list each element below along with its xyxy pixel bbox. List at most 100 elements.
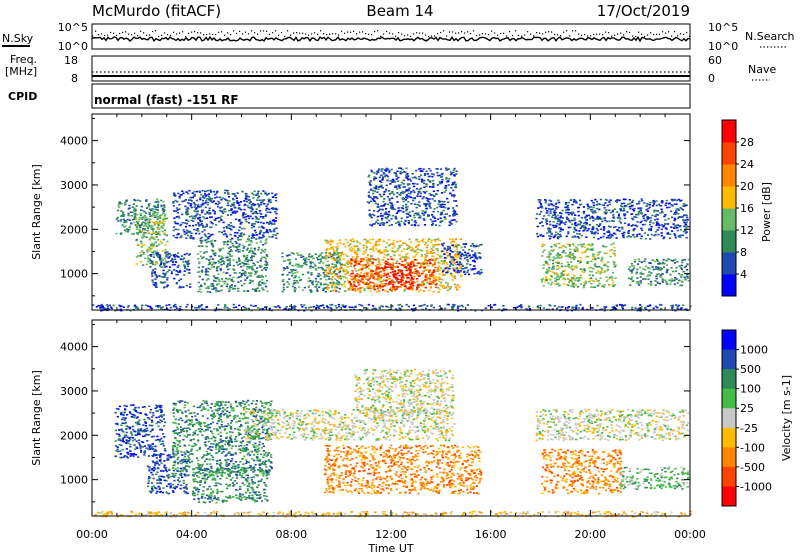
scatter-cell: [400, 283, 403, 286]
scatter-cell: [574, 214, 577, 216]
scatter-cell: [286, 267, 289, 269]
scatter-cell: [173, 256, 176, 258]
scatter-cell: [592, 206, 595, 209]
scatter-cell: [416, 240, 419, 243]
scatter-cell: [201, 211, 204, 214]
scatter-cell: [199, 291, 203, 293]
scatter-cell: [201, 224, 205, 227]
scatter-cell: [647, 267, 650, 269]
scatter-cell: [561, 251, 564, 254]
scatter-cell: [417, 272, 420, 274]
scatter-cell: [451, 219, 454, 221]
scatter-cell: [382, 285, 385, 287]
scatter-cell: [460, 252, 463, 255]
nsearch-point: [131, 34, 133, 36]
scatter-cell: [180, 286, 183, 289]
nsearch-point: [521, 35, 523, 37]
nsearch-point: [437, 33, 439, 35]
scatter-cell: [436, 266, 439, 269]
scatter-cell: [364, 263, 368, 266]
scatter-cell: [227, 227, 230, 229]
scatter-cell: [350, 259, 353, 261]
scatter-cell: [435, 259, 438, 261]
scatter-cell: [643, 219, 646, 222]
scatter-cell: [574, 249, 577, 251]
scatter-cell: [590, 232, 594, 235]
scatter-cell: [378, 279, 381, 281]
scatter-cell: [580, 270, 584, 273]
scatter-cell: [548, 235, 551, 237]
scatter-cell: [382, 268, 385, 270]
scatter-cell: [185, 222, 189, 225]
scatter-cell: [251, 250, 254, 252]
scatter-cell: [244, 258, 247, 260]
scatter-cell: [336, 249, 339, 251]
scatter-cell: [646, 218, 649, 220]
scatter-cell: [436, 253, 439, 256]
scatter-cell: [335, 282, 338, 284]
scatter-cell: [545, 221, 548, 223]
scatter-cell: [685, 214, 688, 217]
scatter-cell: [439, 257, 442, 259]
scatter-cell: [424, 259, 427, 261]
scatter-cell: [333, 287, 336, 289]
scatter-cell: [423, 179, 426, 182]
scatter-cell: [254, 272, 258, 274]
scatter-cell: [428, 289, 431, 292]
scatter-cell: [597, 225, 600, 227]
scatter-cell: [603, 228, 606, 230]
scatter-cell: [161, 250, 164, 252]
scatter-cell: [572, 282, 575, 285]
scatter-cell: [439, 220, 443, 222]
scatter-cell: [432, 290, 435, 293]
scatter-cell: [548, 251, 551, 253]
scatter-cell: [550, 208, 553, 210]
scatter-cell: [148, 238, 151, 241]
scatter-cell: [263, 251, 266, 253]
noise-tick-top-left: 10^5: [58, 21, 88, 34]
scatter-cell: [151, 273, 154, 275]
scatter-cell: [391, 268, 394, 271]
scatter-cell: [241, 244, 244, 247]
nsearch-point: [101, 33, 103, 35]
scatter-cell: [386, 196, 389, 198]
scatter-cell: [243, 208, 246, 211]
scatter-cell: [462, 249, 465, 251]
scatter-cell: [330, 255, 333, 258]
scatter-cell: [674, 234, 677, 236]
scatter-cell: [556, 268, 559, 271]
scatter-cell: [155, 236, 158, 238]
scatter-cell: [212, 266, 216, 268]
scatter-cell: [393, 239, 396, 242]
scatter-cell: [358, 283, 361, 286]
scatter-cell: [546, 268, 549, 271]
nsearch-point: [167, 34, 169, 36]
scatter-cell: [418, 216, 421, 219]
scatter-cell: [225, 235, 229, 238]
scatter-cell: [400, 220, 403, 223]
scatter-cell: [407, 247, 410, 249]
scatter-cell: [414, 219, 417, 222]
scatter-cell: [442, 287, 445, 289]
scatter-cell: [361, 258, 364, 260]
scatter-cell: [388, 224, 391, 227]
scatter-cell: [229, 288, 232, 291]
scatter-cell: [242, 254, 246, 257]
scatter-cell: [362, 266, 365, 269]
scatter-cell: [177, 271, 180, 273]
scatter-cell: [206, 291, 209, 293]
scatter-cell: [451, 258, 454, 260]
scatter-cell: [382, 193, 386, 196]
scatter-cell: [189, 204, 192, 207]
scatter-cell: [146, 257, 149, 260]
scatter-cell: [281, 252, 284, 255]
nsearch-point: [347, 31, 349, 33]
scatter-cell: [388, 219, 391, 222]
scatter-cell: [433, 208, 436, 210]
scatter-cell: [361, 278, 364, 281]
scatter-cell: [215, 283, 219, 286]
scatter-cell: [584, 282, 588, 284]
scatter-cell: [251, 268, 254, 270]
scatter-cell: [456, 271, 459, 274]
scatter-cell: [139, 226, 142, 229]
